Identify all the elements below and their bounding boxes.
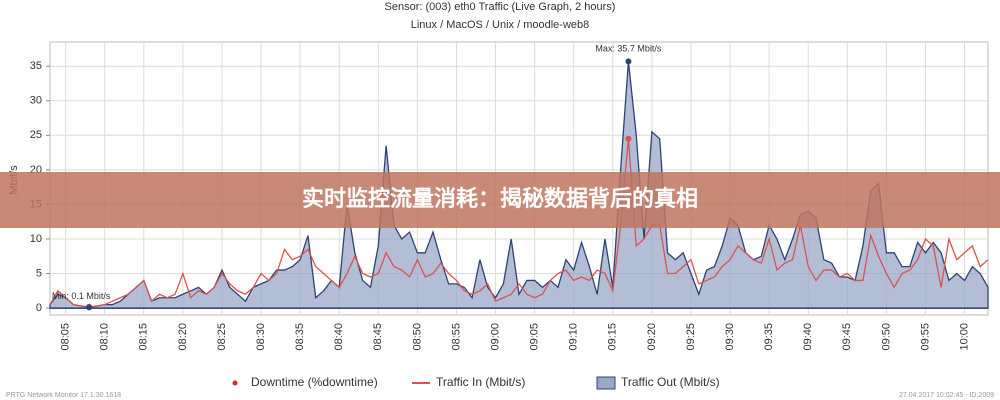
y-tick-label: 0 [36,302,42,314]
extreme-marker [86,304,93,311]
x-tick-label: 08:40 [333,323,345,351]
chart-title: Sensor: (003) eth0 Traffic (Live Graph, … [385,1,616,13]
y-tick-label: 5 [36,267,42,279]
banner [0,172,1000,228]
x-tick-label: 09:00 [489,323,501,351]
min-annotation: Min: 0.1 Mbit/s [52,291,111,301]
x-tick-label: 09:35 [763,323,775,351]
x-tick-label: 08:10 [99,323,111,351]
x-tick-label: 09:05 [529,323,541,351]
x-tick-label: 08:25 [216,323,228,351]
x-tick-label: 10:00 [958,323,970,351]
y-tick-label: 35 [30,60,42,72]
x-tick-label: 09:55 [919,323,931,351]
x-tick-label: 08:45 [372,323,384,351]
x-tick-label: 09:15 [607,323,619,351]
x-tick-label: 09:30 [724,323,736,351]
banner-text: 实时监控流量消耗：揭秘数据背后的真相 [302,186,698,211]
x-tick-label: 09:25 [685,323,697,351]
legend-swatch [232,380,238,386]
x-tick-label: 08:35 [294,323,306,351]
y-tick-label: 25 [30,129,42,141]
traffic-area [49,61,989,309]
x-tick-label: 08:55 [450,323,462,351]
x-tick-label: 09:45 [841,323,853,351]
footer-right: 27.04.2017 10:02:45 - ID:2009 [899,392,994,399]
extreme-marker [625,58,632,65]
legend-label: Downtime (%downtime) [251,375,378,389]
x-tick-label: 09:40 [802,323,814,351]
traffic-line [49,138,989,308]
x-tick-label: 09:20 [646,323,658,351]
y-tick-label: 30 [30,95,42,107]
x-tick-label: 08:30 [255,323,267,351]
extreme-marker [625,135,632,142]
max-annotation: Max: 35.7 Mbit/s [595,44,662,54]
x-tick-label: 08:05 [60,323,72,351]
x-tick-label: 08:20 [177,323,189,351]
x-tick-label: 08:50 [411,323,423,351]
footer-left: PRTG Network Monitor 17.1.30.1618 [6,392,121,399]
legend-swatch [596,376,616,390]
chart-subtitle: Linux / MacOS / Unix / moodle-web8 [411,19,590,31]
legend-label: Traffic In (Mbit/s) [436,375,525,389]
x-tick-label: 09:50 [880,323,892,351]
legend-label: Traffic Out (Mbit/s) [621,375,720,389]
y-tick-label: 10 [30,233,42,245]
x-tick-label: 08:15 [138,323,150,351]
x-tick-label: 09:10 [568,323,580,351]
